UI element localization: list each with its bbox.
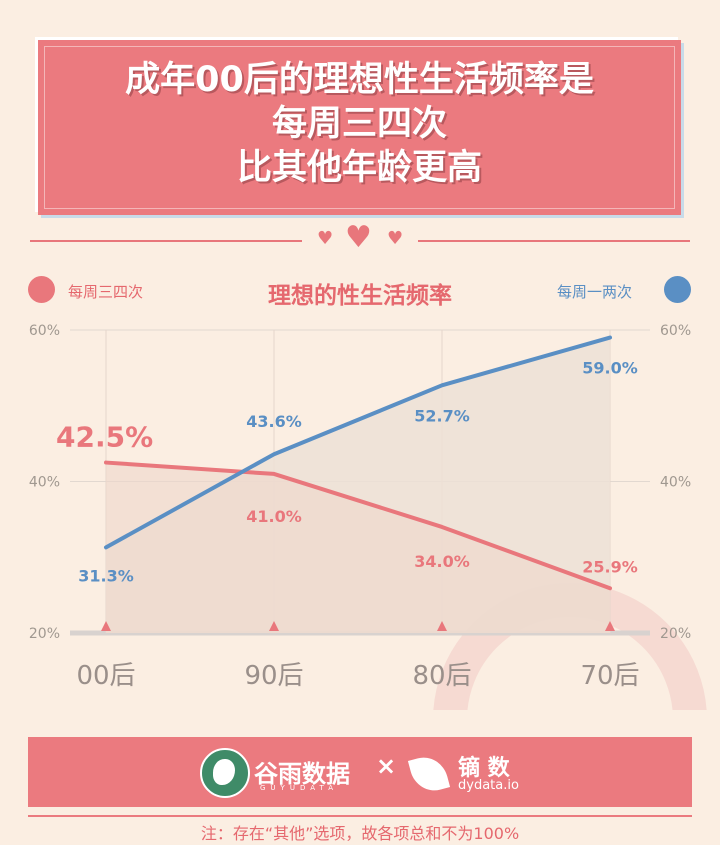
legend-label-left: 每周三四次 (68, 283, 144, 301)
heart-icon-small-left: ♥ (317, 228, 334, 249)
category-marker (605, 621, 615, 631)
data-label-pink: 41.0% (246, 507, 302, 526)
heart-icon-large: ♥ (345, 220, 372, 255)
footer-divider (28, 815, 692, 817)
title-line-3: 比其他年龄更高 (236, 148, 482, 188)
title-line-1: 成年00后的理想性生活频率是 (125, 60, 594, 100)
divider-left (30, 240, 302, 242)
data-label-blue: 43.6% (246, 412, 302, 431)
guyu-logo-subtext: GUYUDATA (260, 784, 338, 792)
category-marker (269, 621, 279, 631)
guyu-logo[interactable]: 谷雨数据 GUYUDATA (200, 748, 360, 798)
x-tick-label: 90后 (244, 661, 303, 691)
chart-title: 理想的性生活频率 (268, 283, 452, 309)
legend-dot-blue-icon (664, 276, 691, 303)
data-label-pink: 25.9% (582, 557, 638, 576)
page-title: 成年00后的理想性生活频率是 每周三四次 比其他年龄更高 (38, 58, 681, 190)
category-marker (437, 621, 447, 631)
bird-icon (200, 748, 250, 798)
y-tick-label-right: 60% (660, 323, 691, 339)
x-tick-label: 80后 (412, 661, 471, 691)
series-line-pink (104, 460, 612, 591)
data-label-pink: 34.0% (414, 552, 470, 571)
x-tick-label: 00后 (76, 661, 135, 691)
y-tick-label-left: 60% (29, 323, 60, 339)
times-icon: × (376, 752, 397, 780)
y-tick-label-left: 20% (29, 626, 60, 642)
line-chart: 60% 60% 40% 40% 20% 20% 42.5% 41.0% 34.0% 25.9% 3… (29, 323, 707, 710)
dydata-logo[interactable]: 镝 数 dydata.io (407, 748, 540, 798)
data-label-pink: 42.5% (56, 421, 153, 454)
y-tick-label-right: 20% (660, 626, 691, 642)
divider-right (418, 240, 690, 242)
data-label-blue: 31.3% (78, 566, 134, 585)
category-marker (101, 621, 111, 631)
leaf-icon (407, 752, 451, 796)
footer-band (28, 737, 692, 807)
legend-label-right: 每周一两次 (557, 283, 633, 301)
data-label-blue: 59.0% (582, 359, 638, 378)
dydata-logo-text: 镝 数 (458, 756, 510, 781)
legend-dot-pink-icon (28, 276, 55, 303)
title-banner: 成年00后的理想性生活频率是 每周三四次 比其他年龄更高 (38, 40, 681, 215)
series-area-pink (106, 462, 610, 633)
series-line-blue (104, 335, 612, 550)
y-tick-label-left: 40% (29, 475, 60, 491)
data-label-blue: 52.7% (414, 406, 470, 425)
footnote: 注：存在“其他”选项，故各项总和不为100% (200, 824, 520, 843)
title-line-2: 每周三四次 (271, 104, 447, 144)
dydata-logo-url: dydata.io (458, 778, 519, 793)
heart-icon-small-right: ♥ (387, 228, 404, 249)
guyu-logo-text: 谷雨数据 (254, 760, 350, 788)
x-tick-label: 70后 (580, 661, 639, 691)
y-tick-label-right: 40% (660, 475, 691, 491)
